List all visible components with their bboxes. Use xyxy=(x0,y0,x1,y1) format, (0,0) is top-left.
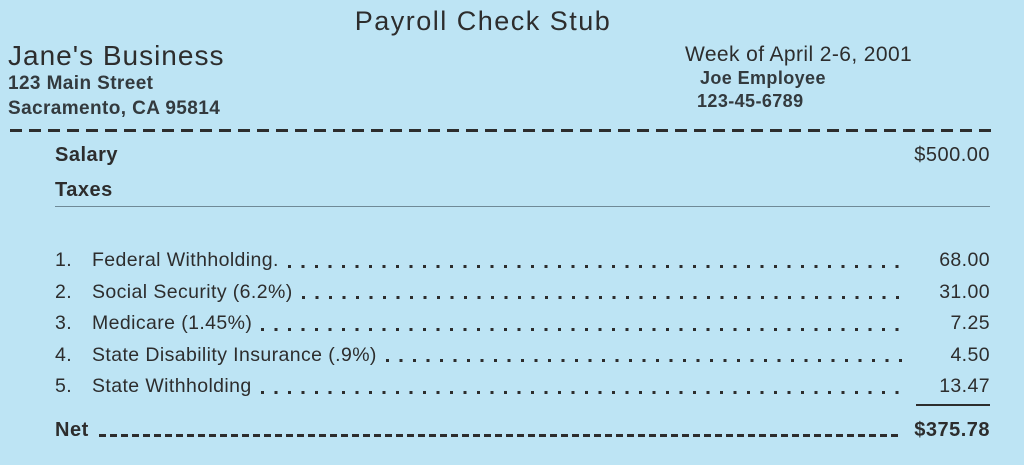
stub-body: Salary $500.00 Taxes 1. Federal Withhold… xyxy=(0,132,1024,442)
salary-row: Salary $500.00 xyxy=(55,144,990,175)
header: Jane's Business 123 Main Street Sacramen… xyxy=(0,41,1024,129)
salary-amount: $500.00 xyxy=(914,144,990,166)
company-address-line2: Sacramento, CA 95814 xyxy=(8,98,221,119)
tax-item-amount: 4.50 xyxy=(950,343,990,366)
salary-label: Salary xyxy=(55,144,119,166)
tax-row-federal-withholding: 1. Federal Withholding. 68.00 xyxy=(55,245,990,277)
company-address-line1: 123 Main Street xyxy=(8,73,154,94)
tax-item-label: State Disability Insurance (.9%) xyxy=(92,343,377,366)
tax-item-number: 4. xyxy=(55,343,73,366)
tax-item-number: 3. xyxy=(55,312,73,334)
tax-row-social-security: 2. Social Security (6.2%) 31.00 xyxy=(55,277,990,309)
company-block: Jane's Business 123 Main Street Sacramen… xyxy=(8,41,224,121)
tax-list: 1. Federal Withholding. 68.00 2. Social … xyxy=(55,245,990,406)
tax-item-label: Federal Withholding. xyxy=(92,249,279,271)
net-label: Net xyxy=(55,418,89,441)
tax-row-state-withholding: 5. State Withholding 13.47 xyxy=(55,371,990,406)
tax-row-medicare: 3. Medicare (1.45%) 7.25 xyxy=(55,308,990,340)
pay-period-week: Week of April 2-6, 2001 xyxy=(685,43,913,66)
dot-leader xyxy=(301,296,906,299)
net-row: Net $375.78 xyxy=(55,419,990,442)
pay-period-block: Week of April 2-6, 2001 Joe Employee 123… xyxy=(685,43,912,113)
tax-item-amount: 7.25 xyxy=(950,312,990,334)
dot-leader xyxy=(261,327,906,331)
company-name: Jane's Business xyxy=(8,40,225,71)
dot-leader xyxy=(260,390,906,394)
dot-leader xyxy=(287,264,906,268)
net-amount: $375.78 xyxy=(914,418,990,441)
tax-item-label: Medicare (1.45%) xyxy=(92,312,253,334)
tax-item-amount-total-underlined: 13.47 xyxy=(916,371,990,406)
employee-ssn: 123-45-6789 xyxy=(697,91,804,111)
tax-item-number: 5. xyxy=(55,375,73,397)
dash-leader xyxy=(98,433,903,437)
taxes-heading: Taxes xyxy=(55,179,990,207)
header-dashed-divider xyxy=(10,129,995,132)
tax-item-amount: 31.00 xyxy=(939,280,990,303)
tax-item-number: 1. xyxy=(55,249,73,271)
tax-item-number: 2. xyxy=(55,280,73,303)
tax-item-label: Social Security (6.2%) xyxy=(92,280,293,303)
tax-item-amount: 68.00 xyxy=(939,249,990,271)
tax-row-state-disability: 4. State Disability Insurance (.9%) 4.50 xyxy=(55,340,990,372)
page-title: Payroll Check Stub xyxy=(354,6,612,36)
tax-item-label: State Withholding xyxy=(92,375,252,397)
employee-name: Joe Employee xyxy=(700,68,826,88)
dot-leader xyxy=(385,359,906,362)
